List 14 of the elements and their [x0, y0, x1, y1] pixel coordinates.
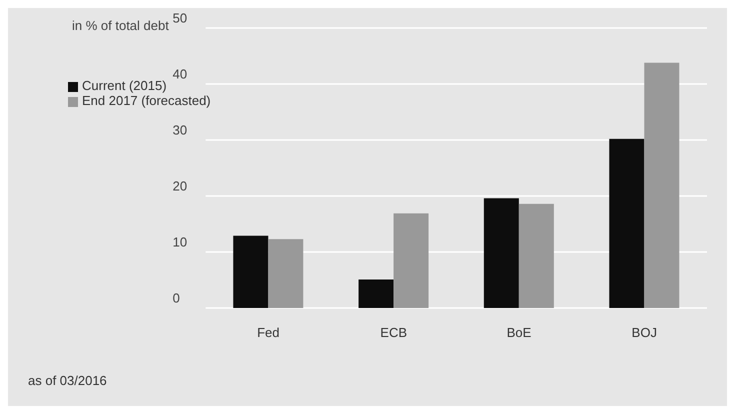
y-tick-label: 30 [172, 122, 188, 138]
x-tick-label: Fed [257, 325, 280, 340]
x-tick-label: BOJ [632, 325, 657, 340]
y-axis-title: in % of total debt [72, 18, 169, 33]
y-tick-label: 40 [172, 66, 188, 82]
y-tick-label: 0 [172, 290, 180, 306]
legend-label: Current (2015) [82, 78, 167, 93]
x-tick-label: ECB [380, 325, 408, 340]
y-tick-label: 50 [172, 10, 188, 26]
y-tick-label: 20 [172, 178, 188, 194]
x-tick-label: BoE [506, 325, 532, 340]
text: as of 03/2016 [28, 373, 107, 388]
y-tick-label: 10 [172, 234, 188, 250]
legend-label: End 2017 (forecasted) [82, 93, 211, 108]
